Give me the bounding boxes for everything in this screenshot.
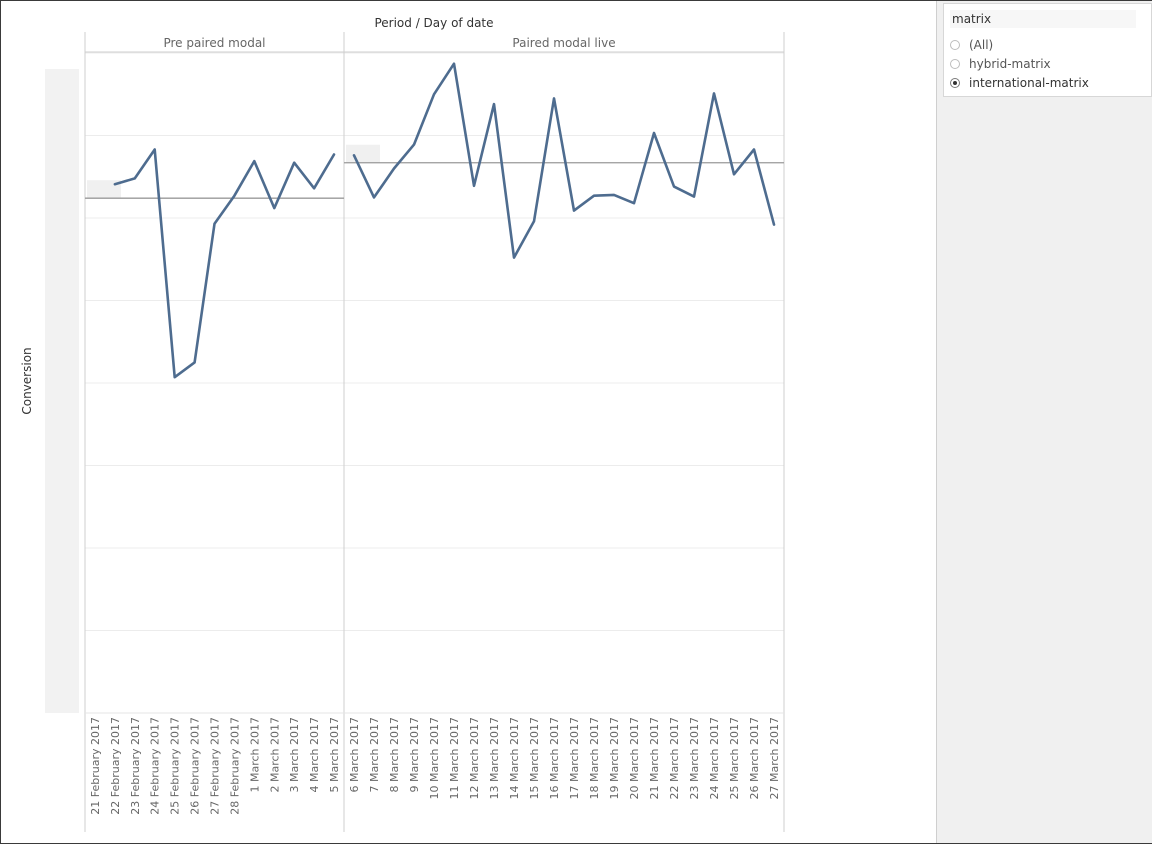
data-point[interactable]: [571, 208, 577, 214]
data-point[interactable]: [611, 192, 617, 198]
x-tick-label: 28 February 2017: [228, 717, 241, 815]
x-tick-label: 20 March 2017: [628, 717, 641, 800]
x-tick-label: 21 February 2017: [89, 717, 102, 815]
x-tick-label: 22 February 2017: [109, 717, 122, 815]
data-point[interactable]: [711, 90, 717, 96]
gridlines: [85, 52, 784, 631]
reference-line-label-box: [87, 180, 121, 199]
filter-option-label: (All): [969, 38, 994, 52]
y-axis-band: [45, 69, 79, 713]
data-point[interactable]: [671, 184, 677, 190]
x-tick-label: 2 March 2017: [268, 717, 281, 793]
x-tick-label: 21 March 2017: [648, 717, 661, 800]
x-tick-label: 24 March 2017: [708, 717, 721, 800]
data-point[interactable]: [491, 101, 497, 107]
data-point[interactable]: [251, 158, 257, 164]
data-point[interactable]: [471, 183, 477, 189]
x-tick-label: 25 March 2017: [728, 717, 741, 800]
data-point[interactable]: [331, 151, 337, 157]
x-tick-label: 26 February 2017: [189, 717, 202, 815]
x-tick-label: 11 March 2017: [448, 717, 461, 800]
x-tick-label: 16 March 2017: [548, 717, 561, 800]
line-chart: Period / Day of date Conversion Pre pair…: [20, 16, 785, 832]
data-point[interactable]: [351, 152, 357, 158]
data-point[interactable]: [271, 205, 277, 211]
x-tick-label: 1 March 2017: [248, 717, 261, 793]
y-axis-label: Conversion: [20, 347, 34, 414]
x-tick-label: 18 March 2017: [588, 717, 601, 800]
x-tick-label: 4 March 2017: [308, 717, 321, 793]
filter-option-all[interactable]: (All): [950, 36, 1145, 54]
x-tick-label: 5 March 2017: [328, 717, 341, 793]
panel-header-label: Paired modal live: [512, 36, 615, 50]
data-point[interactable]: [311, 185, 317, 191]
x-tick-label: 23 February 2017: [129, 717, 142, 815]
series-line: [113, 148, 336, 379]
data-point[interactable]: [132, 175, 138, 181]
x-tick-label: 22 March 2017: [668, 717, 681, 800]
data-point[interactable]: [691, 194, 697, 200]
panel-1: Pre paired modal 21 February 2017 22 Febru…: [85, 36, 344, 815]
filter-title: matrix: [950, 10, 1136, 28]
filter-option-label: international-matrix: [969, 76, 1089, 90]
series-line: [352, 62, 776, 259]
filter-option-hybrid-matrix[interactable]: hybrid-matrix: [950, 55, 1145, 73]
x-tick-label: 17 March 2017: [568, 717, 581, 800]
data-point[interactable]: [411, 142, 417, 148]
x-tick-label: 15 March 2017: [528, 717, 541, 800]
x-tick-label: 10 March 2017: [428, 717, 441, 800]
x-tick-label: 6 March 2017: [348, 717, 361, 793]
matrix-filter-card: matrix (All) hybrid-matrix international…: [943, 3, 1152, 97]
reference-line-label-box: [346, 144, 380, 163]
x-tick-label: 27 March 2017: [768, 717, 781, 800]
data-point[interactable]: [192, 359, 198, 365]
x-tick-label: 12 March 2017: [468, 717, 481, 800]
x-tick-label: 8 March 2017: [388, 717, 401, 793]
data-point[interactable]: [172, 374, 178, 380]
x-tick-label: 27 February 2017: [209, 717, 222, 815]
panel-header-label: Pre paired modal: [163, 36, 265, 50]
data-point[interactable]: [231, 193, 237, 199]
radio-unselected-icon[interactable]: [950, 59, 960, 69]
chart-title: Period / Day of date: [374, 16, 493, 30]
data-point[interactable]: [152, 147, 158, 153]
data-point[interactable]: [212, 221, 218, 227]
data-point[interactable]: [591, 193, 597, 199]
x-tick-label: 23 March 2017: [688, 717, 701, 800]
x-tick-label: 25 February 2017: [169, 717, 182, 815]
data-point[interactable]: [651, 130, 657, 136]
filter-option-international-matrix[interactable]: international-matrix: [950, 74, 1145, 92]
x-tick-label: 7 March 2017: [368, 717, 381, 793]
data-point[interactable]: [531, 218, 537, 224]
filter-sidebar: [936, 1, 1152, 843]
data-point[interactable]: [291, 160, 297, 166]
x-tick-label: 19 March 2017: [608, 717, 621, 800]
data-point[interactable]: [731, 171, 737, 177]
x-tick-label: 24 February 2017: [149, 717, 162, 815]
x-tick-label: 9 March 2017: [408, 717, 421, 793]
data-point[interactable]: [771, 222, 777, 228]
filter-option-label: hybrid-matrix: [969, 57, 1051, 71]
panel-2: Paired modal live 6 March 2017 7 March 201…: [344, 36, 784, 800]
data-point[interactable]: [511, 255, 517, 261]
x-tick-label: 3 March 2017: [288, 717, 301, 793]
x-tick-label: 13 March 2017: [488, 717, 501, 800]
data-point[interactable]: [551, 95, 557, 101]
data-point[interactable]: [391, 166, 397, 172]
x-tick-label: 26 March 2017: [748, 717, 761, 800]
x-tick-label: 14 March 2017: [508, 717, 521, 800]
data-point[interactable]: [431, 91, 437, 97]
data-point[interactable]: [112, 181, 118, 187]
data-point[interactable]: [451, 61, 457, 67]
radio-selected-icon[interactable]: [950, 78, 960, 88]
data-point[interactable]: [751, 147, 757, 153]
radio-unselected-icon[interactable]: [950, 40, 960, 50]
data-point[interactable]: [371, 194, 377, 200]
data-point[interactable]: [631, 200, 637, 206]
